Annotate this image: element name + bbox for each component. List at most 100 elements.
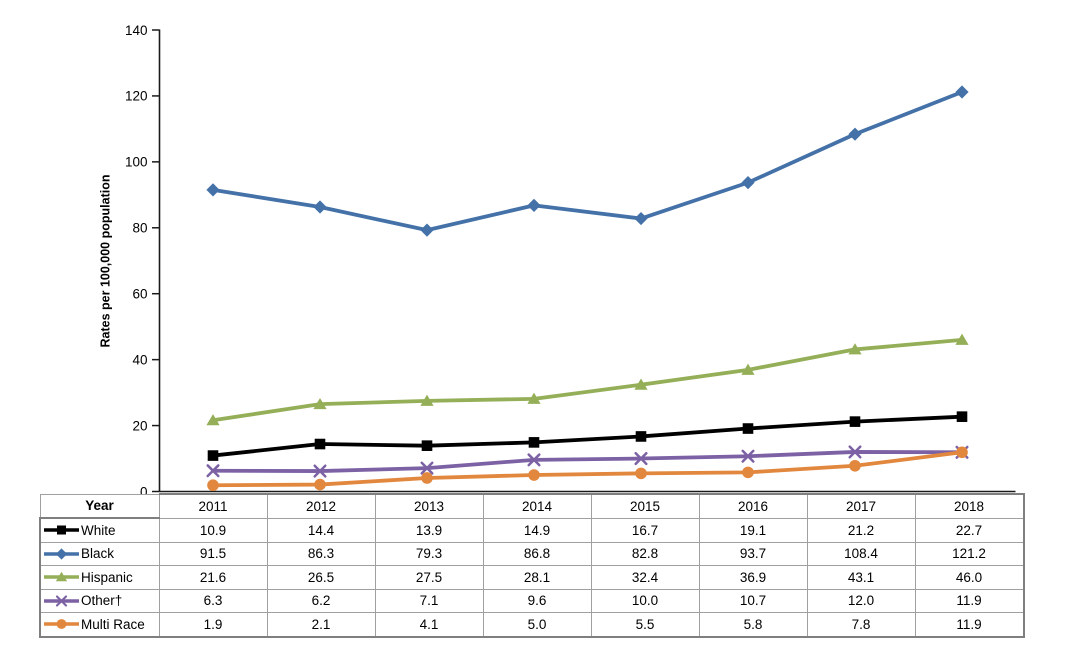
year-header-cell: 2014 [482,493,592,519]
table-row-hispanic: Hispanic 21.6 26.5 27.5 28.1 32.4 36.9 43.1 46.0 [39,565,1025,590]
data-point-black-2017 [848,127,862,141]
data-point-hispanic-2012 [313,397,327,410]
value-cell-multi-race-2011: 1.9 [158,612,268,638]
value-cell-hispanic-2015: 32.4 [590,565,700,590]
legend-marker-black-icon [44,548,79,560]
value-cell-other-2016: 10.7 [698,588,808,613]
data-point-other-2011 [206,464,220,478]
table-row-other: Other† 6.3 6.2 7.1 9.6 10.0 10.7 12.0 11.9 [39,588,1025,613]
legend-label: White [81,522,116,538]
value-cell-multi-race-2012: 2.1 [266,612,376,638]
y-tick-label: 100 [125,155,148,170]
value-cell-black-2011: 91.5 [158,541,268,566]
y-axis-title: Rates per 100,000 population [92,30,118,492]
data-point-white-2013 [421,440,433,451]
legend-label: Black [81,546,115,562]
legend-cell-hispanic: Hispanic [39,565,160,590]
legend-cell-multi-race: Multi Race [39,612,160,638]
y-axis-title-text: Rates per 100,000 population [98,174,113,348]
value-cell-other-2011: 6.3 [158,588,268,613]
chart-canvas: 0 20 40 60 80 100 120 140 [125,23,1016,494]
series-black [206,85,969,237]
series-hispanic [206,333,969,426]
legend-marker-hispanic [55,571,68,582]
series-line-other [211,450,964,473]
value-cell-multi-race-2015: 5.5 [590,612,700,638]
legend-cell-black: Black [39,541,160,566]
value-cell-multi-race-2018: 11.9 [914,612,1025,638]
table-row-multi-race: Multi Race 1.9 2.1 4.1 5.0 5.5 5.8 7.8 11.9 [39,612,1025,638]
value-cell-hispanic-2013: 27.5 [374,565,484,590]
y-tick-label: 80 [132,221,147,236]
data-point-white-2017 [849,416,861,427]
legend-cell-other: Other† [39,588,160,613]
table-header-row: Year 2011 2012 2013 2014 2015 2016 2017 2018 [39,493,1025,519]
y-axis-ticks: 0 20 40 60 80 100 120 140 [125,23,160,494]
data-point-other-2013 [420,461,434,475]
year-header-label: Year [39,493,160,519]
value-cell-hispanic-2012: 26.5 [266,565,376,590]
value-cell-other-2014: 9.6 [482,588,592,613]
data-point-multi-race-2017 [849,459,861,472]
value-cell-other-2012: 6.2 [266,588,376,613]
value-cell-white-2014: 14.9 [482,517,592,543]
value-cell-white-2018: 22.7 [914,517,1025,543]
legend-marker-other-icon [44,595,79,607]
value-cell-black-2012: 86.3 [266,541,376,566]
y-tick-label: 120 [125,89,148,104]
data-point-white-2011 [207,450,219,461]
legend-marker-hispanic-icon [44,571,79,582]
legend-label: Multi Race [81,616,145,632]
data-point-multi-race-2016 [742,466,754,479]
value-cell-black-2018: 121.2 [914,541,1025,566]
value-cell-multi-race-2014: 5.0 [482,612,592,638]
value-cell-multi-race-2016: 5.8 [698,612,808,638]
series-line-black [211,90,964,232]
data-point-hispanic-2016 [741,363,755,375]
legend-marker-multi-race [56,619,67,630]
year-header-cell: 2016 [698,493,808,519]
data-point-multi-race-2014 [528,469,540,481]
legend-marker-multi-race-icon [44,619,79,630]
value-cell-white-2013: 13.9 [374,517,484,543]
legend-marker-other [55,595,68,607]
data-point-black-2014 [527,198,541,212]
value-cell-white-2012: 14.4 [266,517,376,543]
value-cell-black-2016: 93.7 [698,541,808,566]
legend-entry: Hispanic [42,570,158,585]
series-line-hispanic [211,337,964,423]
value-cell-multi-race-2017: 7.8 [806,612,916,638]
data-point-white-2016 [742,423,754,434]
legend-marker-black [55,548,68,560]
year-header-cell: 2018 [914,493,1025,519]
data-point-white-2012 [314,438,326,450]
y-tick-label: 0 [140,484,148,494]
y-tick-label: 40 [132,352,147,367]
data-point-black-2013 [420,223,434,237]
data-point-other-2016 [741,449,755,463]
data-point-multi-race-2011 [207,479,219,492]
data-point-black-2016 [741,176,755,190]
value-cell-black-2014: 86.8 [482,541,592,566]
data-point-other-2012 [313,464,327,478]
y-tick-label: 20 [132,418,147,433]
data-point-multi-race-2018 [956,446,968,459]
data-point-black-2018 [955,85,969,99]
year-header-cell: 2017 [806,493,916,519]
data-point-hispanic-2018 [955,333,969,345]
value-cell-white-2015: 16.7 [590,517,700,543]
data-point-hispanic-2011 [206,414,220,426]
value-cell-black-2015: 82.8 [590,541,700,566]
data-point-other-2017 [848,445,862,459]
value-cell-multi-race-2013: 4.1 [374,612,484,638]
value-cell-hispanic-2018: 46.0 [914,565,1025,590]
value-cell-black-2017: 108.4 [806,541,916,566]
year-header-cell: 2011 [158,493,268,519]
legend-entry: Multi Race [42,616,158,632]
series-line-multi-race [211,450,964,488]
legend-entry: White [42,522,158,538]
value-cell-hispanic-2016: 36.9 [698,565,808,590]
value-cell-white-2016: 19.1 [698,517,808,543]
legend-marker-white-icon [44,525,79,535]
